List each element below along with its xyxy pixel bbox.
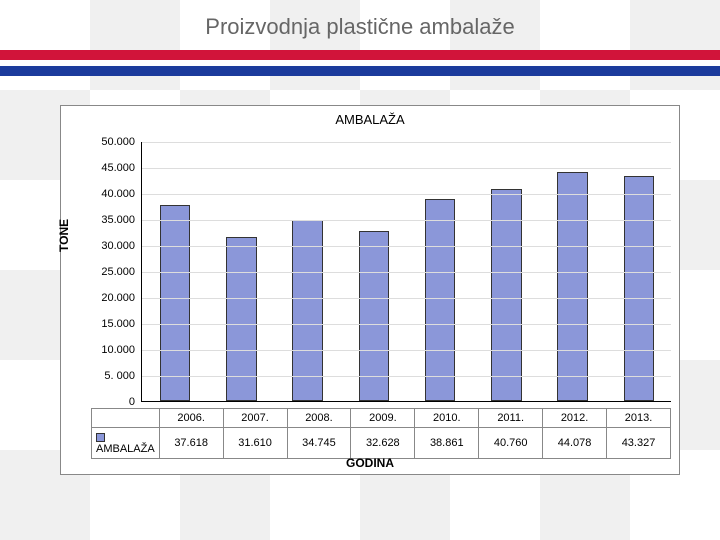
y-axis-label: TONE — [57, 219, 71, 252]
table-value-cell: 44.078 — [543, 428, 607, 459]
x-axis-label: GODINA — [61, 456, 679, 470]
grid-line — [142, 324, 671, 325]
table-value-cell: 37.618 — [159, 428, 223, 459]
grid-line — [142, 220, 671, 221]
table-corner — [92, 409, 160, 428]
table-series-header: AMBALAŽA — [92, 428, 160, 459]
table-value-cell: 31.610 — [223, 428, 287, 459]
y-tick-label: 25.000 — [75, 266, 135, 278]
flag-stripe-blue — [0, 66, 720, 76]
table-value-cell: 38.861 — [415, 428, 479, 459]
table-value-cell: 34.745 — [287, 428, 351, 459]
table-category-header: 2007. — [223, 409, 287, 428]
y-tick-label: 50.000 — [75, 136, 135, 148]
legend-label: AMBALAŽA — [96, 443, 155, 455]
table-value-cell: 40.760 — [479, 428, 543, 459]
bar — [624, 176, 654, 401]
grid-line — [142, 194, 671, 195]
plot-wrap: TONE 05. 00010.00015.00020.00025.00030.0… — [61, 132, 679, 474]
y-tick-label: 15.000 — [75, 318, 135, 330]
bar — [557, 172, 587, 401]
plot-area: 05. 00010.00015.00020.00025.00030.00035.… — [141, 142, 671, 402]
table-category-header: 2011. — [479, 409, 543, 428]
table-category-header: 2009. — [351, 409, 415, 428]
chart-panel: AMBALAŽA TONE 05. 00010.00015.00020.0002… — [60, 105, 680, 475]
grid-line — [142, 142, 671, 143]
y-tick-label: 35.000 — [75, 214, 135, 226]
table-category-header: 2013. — [607, 409, 671, 428]
table-category-header: 2010. — [415, 409, 479, 428]
grid-line — [142, 272, 671, 273]
legend-swatch — [96, 433, 105, 442]
y-tick-label: 10.000 — [75, 344, 135, 356]
y-tick-label: 5. 000 — [75, 370, 135, 382]
y-tick-label: 40.000 — [75, 188, 135, 200]
data-table: 2006.2007.2008.2009.2010.2011.2012.2013.… — [91, 408, 671, 459]
grid-line — [142, 376, 671, 377]
grid-line — [142, 350, 671, 351]
table-category-header: 2012. — [543, 409, 607, 428]
bar — [160, 205, 190, 401]
slide-title: Proizvodnja plastične ambalaže — [0, 14, 720, 40]
table-category-header: 2006. — [159, 409, 223, 428]
grid-line — [142, 168, 671, 169]
table-value-cell: 43.327 — [607, 428, 671, 459]
table-value-cell: 32.628 — [351, 428, 415, 459]
y-tick-label: 0 — [75, 396, 135, 408]
y-tick-label: 30.000 — [75, 240, 135, 252]
flag-stripe-red — [0, 50, 720, 60]
y-tick-label: 45.000 — [75, 162, 135, 174]
grid-line — [142, 246, 671, 247]
y-tick-label: 20.000 — [75, 292, 135, 304]
grid-line — [142, 298, 671, 299]
bar — [292, 220, 322, 401]
bar — [425, 199, 455, 401]
table-category-header: 2008. — [287, 409, 351, 428]
chart-title: AMBALAŽA — [61, 106, 679, 129]
